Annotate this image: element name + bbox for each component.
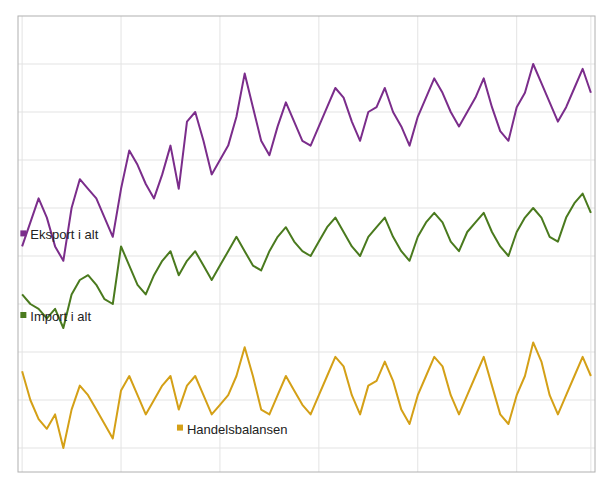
series-label: Handelsbalansen [187,422,287,437]
y-grid-line [18,112,595,113]
y-grid-line [18,208,595,209]
y-grid-line [18,400,595,401]
y-grid-line [18,304,595,305]
series-label-swatch [20,230,26,236]
series-line [22,342,591,448]
series-labels: Eksport i alt Import i alt Handelsbalansen [20,227,287,436]
chart-container: Eksport i alt Import i alt Handelsbalansen [0,0,609,488]
plot-background [18,16,595,472]
grid [18,16,595,472]
y-grid-line [18,448,595,449]
y-grid-line [18,160,595,161]
chart-svg: Eksport i alt Import i alt Handelsbalansen [0,0,609,488]
series-line [22,64,591,261]
series-lines [22,64,591,448]
x-grid-line [417,16,418,472]
series-line [22,194,591,328]
series-label: Import i alt [30,309,91,324]
series-label: Eksport i alt [30,227,98,242]
y-grid-line [18,64,595,65]
series-label-swatch [177,425,183,431]
x-grid-line [516,16,517,472]
x-grid-line [590,16,591,472]
plot-frame [18,16,595,472]
y-grid-line [18,352,595,353]
x-grid-line [121,16,122,472]
series-label-swatch [20,312,26,318]
